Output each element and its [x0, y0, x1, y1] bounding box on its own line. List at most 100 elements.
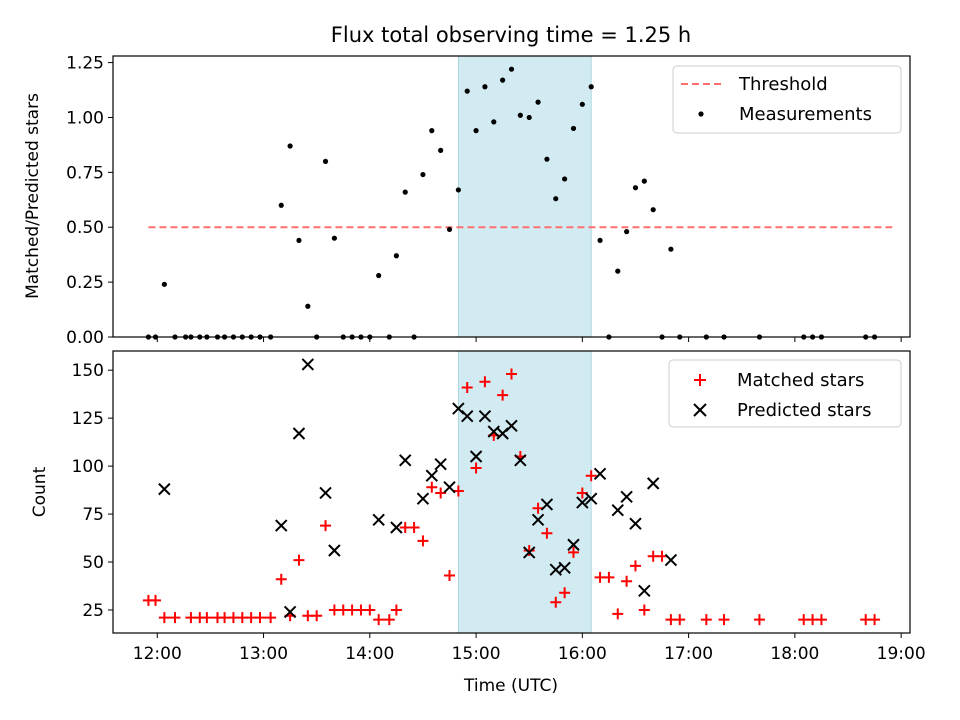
measurement-point	[482, 84, 488, 90]
predicted-star-point	[283, 605, 297, 619]
matched-star-point	[461, 381, 473, 393]
matched-star-point	[364, 604, 376, 616]
predicted-star-point	[372, 513, 385, 527]
measurement-point	[446, 226, 453, 233]
matched-star-point	[373, 614, 385, 626]
matched-star-point	[638, 604, 650, 616]
legend-threshold-label: Threshold	[738, 74, 828, 95]
measurement-point	[287, 143, 293, 149]
measurement-point	[650, 207, 656, 213]
matched-star-point	[869, 614, 881, 626]
predicted-star-point	[558, 561, 571, 574]
matched-star-point	[612, 608, 624, 620]
y-tick-label: 150	[72, 361, 104, 381]
predicted-star-point	[328, 544, 341, 557]
matched-star-point	[497, 389, 509, 401]
top-plot-marks	[145, 66, 893, 340]
legend-box	[668, 359, 902, 428]
y-tick-label: 0.50	[66, 218, 104, 238]
measurement-point	[438, 147, 444, 153]
predicted-star-point	[292, 427, 306, 440]
matched-star-point	[265, 612, 277, 624]
measurement-point	[570, 125, 577, 132]
measurement-point	[420, 171, 426, 178]
predicted-star-point	[523, 546, 536, 559]
y-tick-label: 25	[82, 601, 104, 621]
predicted-star-point	[584, 492, 598, 505]
measurement-point	[278, 202, 284, 208]
y-tick-label: 1.25	[66, 54, 104, 74]
legend-predicted-swatch	[693, 403, 707, 417]
x-tick-label: 12:00	[133, 644, 182, 664]
bottom-x-axis-label: Time (UTC)	[463, 676, 558, 696]
matched-star-point	[585, 470, 597, 482]
y-tick-label: 125	[72, 409, 104, 429]
measurement-point	[632, 185, 639, 191]
matched-star-point	[541, 527, 553, 539]
measurement-point	[641, 178, 647, 184]
measurement-point	[624, 229, 630, 235]
x-tick-label: 17:00	[664, 644, 713, 664]
y-tick-label: 0.75	[66, 163, 104, 183]
measurement-point	[331, 235, 337, 241]
measurement-point	[553, 196, 559, 202]
measurement-point	[517, 112, 523, 118]
matched-star-point	[470, 462, 482, 474]
y-tick-label: 1.00	[66, 108, 104, 128]
measurement-point	[464, 88, 470, 94]
x-tick-label: 14:00	[345, 644, 394, 664]
legend-measurements-swatch	[698, 111, 704, 117]
legend-box	[672, 65, 902, 134]
measurement-point	[597, 237, 603, 244]
x-tick-label: 15:00	[452, 644, 501, 664]
measurement-point	[535, 99, 541, 105]
measurement-point	[455, 187, 461, 193]
measurement-point	[296, 237, 302, 244]
predicted-star-point	[301, 358, 315, 371]
x-tick-label: 18:00	[770, 644, 819, 664]
top-panel: Flux total observing time = 1.25 h Match…	[23, 23, 911, 348]
matched-star-point	[275, 573, 287, 585]
matched-star-point	[383, 614, 395, 626]
predicted-star-point	[611, 504, 624, 517]
matched-star-point	[320, 520, 332, 532]
predicted-star-point	[319, 486, 332, 500]
measurement-point	[526, 114, 532, 121]
y-tick-label: 100	[72, 457, 104, 477]
predicted-star-point	[620, 490, 633, 504]
predicted-star-point	[629, 517, 642, 530]
matched-star-point	[444, 569, 456, 581]
matched-star-point	[201, 612, 213, 624]
legend-matched-label: Matched stars	[737, 370, 864, 391]
predicted-star-point	[664, 553, 678, 567]
measurement-point	[508, 66, 515, 72]
y-tick-label: 50	[82, 553, 104, 573]
matched-star-point	[158, 612, 170, 624]
predicted-star-point	[461, 410, 474, 423]
measurement-point	[322, 158, 329, 164]
bottom-legend: Matched stars Predicted stars	[668, 359, 902, 428]
top-axis-ticks: 0.00 0.25 0.50 0.75 1.00 1.25	[66, 54, 902, 348]
measurement-point	[393, 253, 399, 259]
matched-star-point	[700, 614, 712, 626]
predicted-star-point	[567, 538, 580, 551]
matched-star-point	[506, 368, 517, 380]
bottom-panel: Count Time (UTC) 12:00 13:00 14:00 15:00 16:…	[30, 350, 926, 696]
measurement-point	[588, 84, 594, 90]
predicted-star-point	[469, 450, 483, 463]
x-tick-label: 19:00	[877, 644, 926, 664]
matched-star-point	[417, 535, 429, 547]
predicted-star-point	[434, 457, 447, 471]
measurement-point	[305, 303, 311, 309]
measurement-point	[562, 176, 568, 182]
measurement-point	[615, 268, 621, 274]
measurement-point	[473, 128, 479, 134]
matched-star-point	[567, 546, 579, 558]
measurement-point	[402, 189, 408, 195]
matched-star-point	[629, 560, 641, 572]
top-legend: Threshold Measurements	[672, 65, 902, 134]
predicted-star-point	[505, 419, 518, 433]
highlight-band	[457, 350, 592, 634]
predicted-star-point	[425, 469, 439, 482]
legend-matched-swatch	[694, 374, 706, 386]
